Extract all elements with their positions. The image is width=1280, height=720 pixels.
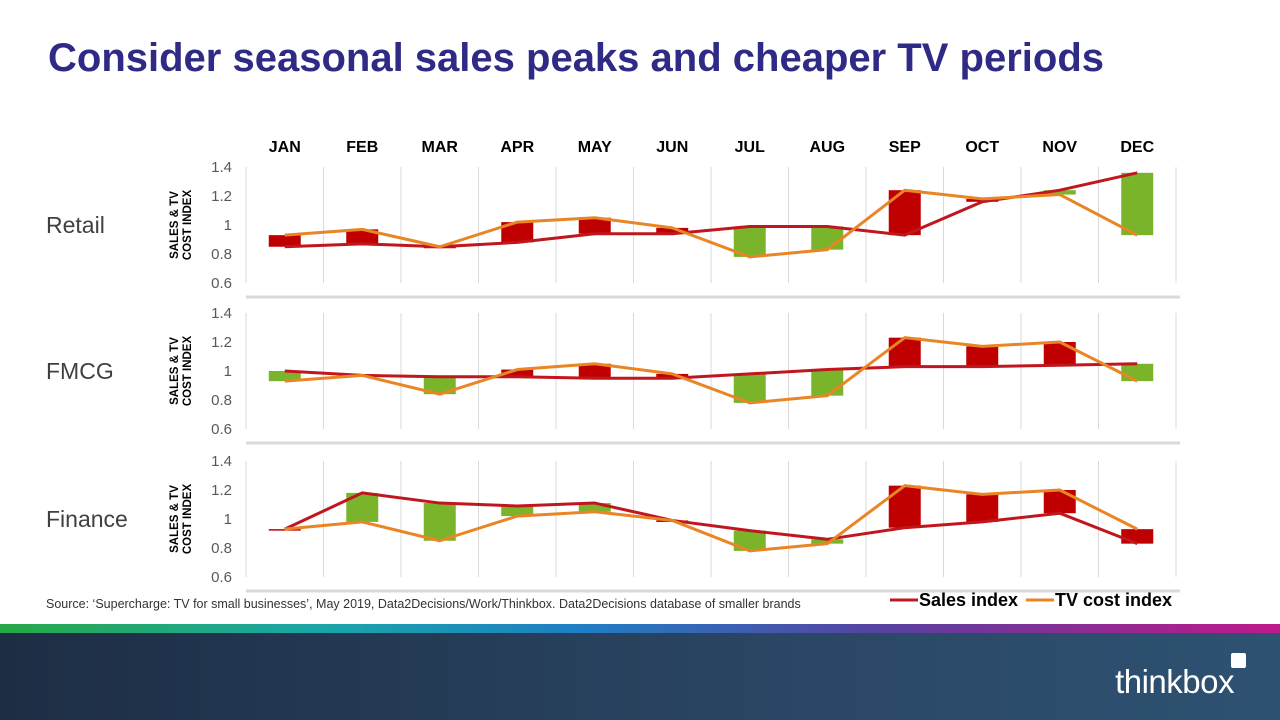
month-label-jun: JUN <box>656 139 688 156</box>
panel-finance: 1.4 1.2 1 0.8 0.6 SALES & TVCOST INDEX Finance <box>46 453 1180 593</box>
legend-sales-label: Sales index <box>919 590 1018 610</box>
y-axis-label-line: SALES & TV <box>169 485 181 553</box>
y-tick-label: 1.4 <box>211 305 232 322</box>
diff-bar <box>578 503 611 512</box>
diff-bar <box>811 369 844 396</box>
diff-bar <box>346 229 379 244</box>
y-tick-label: 0.8 <box>211 540 232 557</box>
diff-bar <box>501 505 534 517</box>
month-labels: JAN FEB MAR APR MAY JUN JUL AUG SEP OCT NOV DEC <box>269 139 1155 156</box>
month-label-aug: AUG <box>809 139 845 156</box>
y-axis-label-line: COST INDEX <box>182 336 194 407</box>
y-tick-label: 1.2 <box>211 482 232 499</box>
legend-tv-label: TV cost index <box>1055 590 1172 610</box>
footer-bar: thinkbox <box>0 633 1280 720</box>
gradient-strip <box>0 624 1280 633</box>
diff-bar <box>966 494 999 522</box>
sales-index-line <box>284 362 1138 380</box>
panel-retail: 1.4 1.2 1 0.8 0.6 SALES & TVCOST INDEX Retail <box>46 159 1180 299</box>
sales-index-line <box>284 171 1138 249</box>
chart-legend: Sales index TV cost index <box>890 590 1172 610</box>
month-label-jul: JUL <box>735 139 765 156</box>
y-tick-label: 0.8 <box>211 246 232 263</box>
y-tick-label: 1 <box>224 217 232 234</box>
y-axis-label-line: SALES & TV <box>169 337 181 405</box>
y-axis-label: SALES & TVCOST INDEX <box>169 336 194 407</box>
diff-bar <box>578 217 611 234</box>
diff-bar <box>888 337 921 367</box>
diff-bar <box>1121 172 1154 236</box>
panel-fmcg: 1.4 1.2 1 0.8 0.6 SALES & TVCOST INDEX FMCG <box>46 305 1180 445</box>
diff-bar <box>656 373 689 379</box>
diff-bar <box>578 363 611 379</box>
y-axis-label: SALES & TVCOST INDEX <box>169 484 194 555</box>
diff-bar <box>501 369 534 377</box>
y-tick-label: 1 <box>224 363 232 380</box>
month-label-sep: SEP <box>889 139 921 156</box>
month-label-apr: APR <box>500 139 534 156</box>
y-tick-label: 1.2 <box>211 334 232 351</box>
month-label-dec: DEC <box>1120 139 1154 156</box>
page-title: Consider seasonal sales peaks and cheape… <box>48 36 1104 80</box>
y-axis-label-line: COST INDEX <box>182 484 194 555</box>
y-tick-label: 1.4 <box>211 159 232 176</box>
source-note: Source: ‘Supercharge: TV for small busin… <box>46 597 801 611</box>
diff-bar <box>966 346 999 367</box>
diff-bar <box>1043 490 1076 514</box>
diff-bar <box>501 222 534 243</box>
diff-bar <box>423 503 456 541</box>
month-label-may: MAY <box>578 139 612 156</box>
month-label-oct: OCT <box>965 139 999 156</box>
y-tick-label: 0.6 <box>211 421 232 438</box>
panel-label: Retail <box>46 212 105 238</box>
y-tick-label: 0.6 <box>211 275 232 292</box>
y-tick-label: 0.8 <box>211 392 232 409</box>
month-label-mar: MAR <box>422 139 459 156</box>
diff-bar <box>1121 363 1154 382</box>
diff-bar <box>268 371 301 382</box>
diff-bar <box>656 227 689 234</box>
seasonal-index-chart: JAN FEB MAR APR MAY JUN JUL AUG SEP OCT NOV DEC 1.4… <box>46 139 1180 610</box>
diff-bar <box>811 539 844 544</box>
diff-bar <box>423 376 456 395</box>
diff-bar <box>268 235 301 247</box>
logo-square-icon <box>1231 653 1246 668</box>
month-label-nov: NOV <box>1042 139 1077 156</box>
tv-cost-index-line <box>284 336 1138 405</box>
diff-bar <box>1043 190 1076 195</box>
sales-index-line <box>284 491 1138 546</box>
y-axis-label-line: COST INDEX <box>182 190 194 261</box>
diff-bar <box>1043 342 1076 366</box>
y-tick-label: 1 <box>224 511 232 528</box>
month-label-feb: FEB <box>346 139 378 156</box>
thinkbox-logo: thinkbox <box>1115 663 1234 700</box>
diff-bar <box>888 485 921 528</box>
diff-bar <box>733 530 766 551</box>
month-label-jan: JAN <box>269 139 301 156</box>
diff-bar <box>268 529 301 531</box>
y-tick-label: 1.2 <box>211 188 232 205</box>
tv-cost-index-line <box>284 188 1138 259</box>
panel-label: FMCG <box>46 358 114 384</box>
y-tick-label: 1.4 <box>211 453 232 470</box>
panel-label: Finance <box>46 506 128 532</box>
y-axis-label: SALES & TVCOST INDEX <box>169 190 194 261</box>
y-tick-label: 0.6 <box>211 569 232 586</box>
y-axis-label-line: SALES & TV <box>169 191 181 259</box>
diff-bar <box>811 226 844 250</box>
diff-bar <box>1121 529 1154 544</box>
tv-cost-index-line <box>284 484 1138 553</box>
